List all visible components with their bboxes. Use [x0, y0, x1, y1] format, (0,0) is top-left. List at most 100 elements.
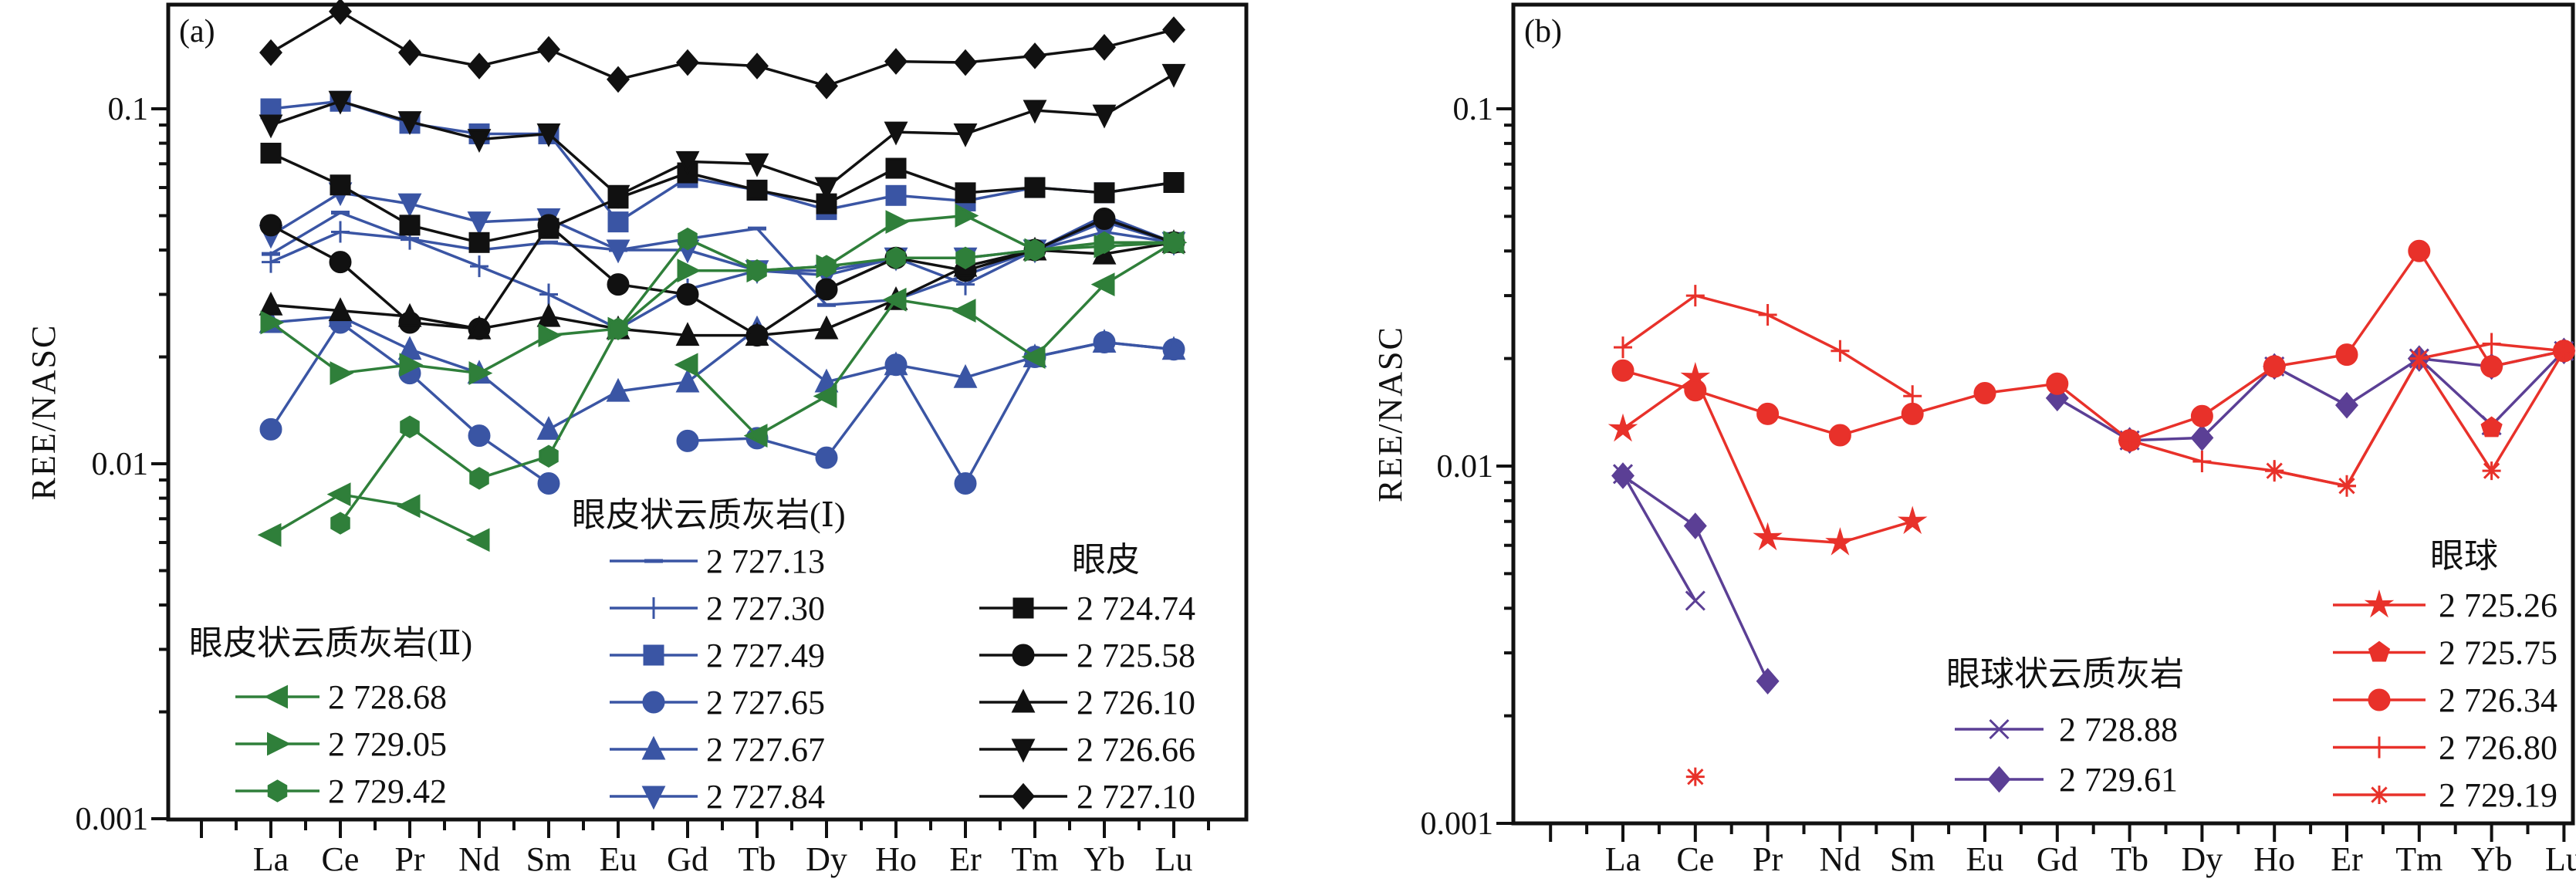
data-point-Er: [955, 204, 979, 228]
plot-frame: [1511, 2, 2575, 826]
data-point-Pr: [400, 415, 420, 438]
data-point-Gd: [2046, 372, 2069, 395]
x-tick-label: Ce: [1676, 840, 1714, 878]
series-line: [687, 340, 1175, 487]
series-2725.75: [2480, 416, 2503, 438]
x-tick-label: Ce: [322, 840, 360, 878]
x-tick-label: Gd: [2037, 840, 2078, 878]
data-point-Lu: [1163, 171, 1185, 193]
data-point-Tm: [1023, 42, 1046, 69]
data-point-Tb: [745, 52, 769, 79]
data-point-Nd: [1825, 527, 1855, 556]
data-point-Er: [954, 472, 977, 495]
data-point-Eu: [1973, 381, 1996, 404]
data-point-La: [260, 142, 282, 164]
legend-entry: 2 728.88: [1955, 711, 2178, 749]
x-tick-label: Yb: [2471, 840, 2513, 878]
x-tick-label: Eu: [1966, 840, 2004, 878]
data-point-La: [259, 417, 282, 441]
data-point-Ce: [330, 174, 351, 196]
data-point-Er: [952, 299, 976, 323]
x-tick-label: Gd: [667, 840, 708, 878]
data-point-Pr: [397, 193, 422, 218]
data-point-Tb: [2120, 429, 2139, 451]
data-point-Ho: [884, 121, 908, 146]
series-line: [270, 220, 1175, 331]
legend-label: 2 726.34: [2439, 681, 2557, 719]
legend-entry: 2 726.34: [2333, 681, 2557, 719]
legend-entry: 2 726.10: [979, 684, 1195, 721]
series-line: [269, 214, 1175, 375]
series-line: [270, 151, 1175, 245]
data-point-Ce: [1683, 512, 1707, 539]
x-tick-label: Er: [949, 840, 982, 878]
data-point-Ho: [885, 210, 910, 235]
data-point-Eu: [607, 273, 630, 296]
legend-marker-triangle-down: [641, 786, 666, 810]
data-point-Eu: [607, 66, 630, 93]
x-tick-label: Tm: [2395, 840, 2442, 878]
legend-label: 2 727.84: [706, 778, 825, 816]
data-point-Sm: [1897, 505, 1928, 535]
data-point-Dy: [2190, 424, 2214, 451]
legend-marker-circle: [1012, 644, 1035, 667]
data-point-Nd: [469, 467, 489, 490]
data-point-Ce: [1685, 590, 1706, 611]
data-point-Sm: [537, 214, 560, 237]
legend-entry: 2 726.80: [2333, 729, 2557, 767]
data-point-Gd: [676, 49, 699, 76]
legend-marker-triangle-left: [264, 684, 288, 709]
y-tick-label: 0.1: [1453, 92, 1494, 127]
data-point-Dy: [815, 73, 838, 100]
x-tick-label: La: [253, 840, 289, 878]
data-point-Er: [2335, 343, 2358, 367]
data-point-Pr: [396, 494, 421, 519]
legend-group-title: 眼球状云质灰岩: [1946, 655, 2184, 693]
data-point-Ho: [882, 287, 907, 312]
data-point-Lu: [2554, 341, 2574, 360]
series-line: [1621, 375, 1913, 545]
legend-marker-pentagon: [2368, 640, 2391, 662]
legend-marker-asterisk: [2370, 786, 2388, 804]
data-point-La: [259, 291, 283, 316]
y-tick-label: 0.01: [1437, 449, 1494, 485]
series-2726.80: [1614, 285, 2574, 497]
x-tick-label: Sm: [526, 840, 572, 878]
y-tick-label: 0.001: [76, 802, 149, 837]
data-point-La: [1614, 336, 1632, 359]
legend-label: 2 725.75: [2439, 634, 2557, 672]
series-line: [270, 315, 1175, 431]
data-point-Nd: [1831, 340, 1850, 362]
x-tick-label: Tm: [1011, 840, 1058, 878]
legend-label: 2 727.13: [706, 542, 825, 580]
legend-label: 2 726.66: [1077, 731, 1195, 769]
legend-label: 2 728.68: [328, 678, 447, 716]
data-point-Pr: [397, 302, 422, 327]
data-point-Lu: [1164, 231, 1184, 255]
series-2729.42: [330, 227, 1184, 535]
legend-entry: 2 727.67: [610, 731, 825, 769]
data-point-La: [259, 214, 282, 237]
data-point-Yb: [1094, 182, 1115, 204]
data-point-Sm: [538, 323, 563, 348]
data-point-Yb: [1092, 329, 1117, 353]
legend-entry: 2 727.49: [610, 637, 825, 674]
x-tick-label: Lu: [1155, 840, 1193, 878]
data-point-Nd: [468, 52, 491, 79]
series-2724.74: [260, 142, 1185, 253]
data-point-Yb: [2480, 355, 2503, 378]
data-point-Er: [955, 246, 975, 270]
legend-label: 2 725.26: [2439, 586, 2557, 624]
data-point-Dy: [815, 446, 838, 469]
y-axis-title: REE/NASC: [1371, 326, 1409, 502]
data-point-Ho: [2263, 355, 2286, 378]
legend-label: 2 729.05: [328, 725, 447, 763]
x-tick-label: Sm: [1890, 840, 1935, 878]
legend-label: 2 725.58: [1077, 637, 1195, 674]
data-point-Sm: [539, 444, 559, 468]
legend-marker-diamond: [1012, 782, 1035, 810]
data-point-Sm: [537, 35, 560, 63]
legend-label: 2 727.30: [706, 590, 825, 627]
legend-entry: 2 728.68: [235, 678, 447, 716]
data-point-Ho: [884, 351, 908, 376]
